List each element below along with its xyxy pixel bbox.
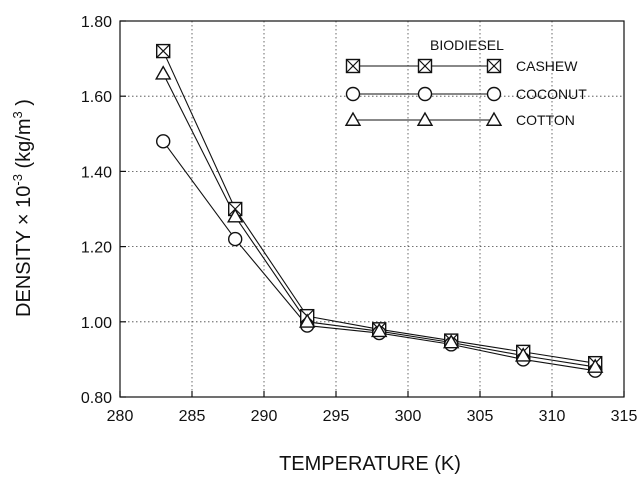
marker-cross (487, 59, 501, 73)
data-point-cotton (586, 358, 604, 373)
x-tick-label: 295 (323, 408, 350, 425)
plot-frame (119, 20, 625, 398)
legend-marker (344, 111, 362, 126)
marker-cross (156, 44, 171, 59)
x-tick-label: 315 (611, 408, 638, 425)
x-tick-labels: 280 285 290 295 300 305 310 315 (107, 391, 638, 425)
series-markers (154, 43, 604, 378)
data-point-cotton (514, 347, 532, 362)
data-point-coconut (155, 134, 171, 149)
legend-item-cashew: CASHEW (345, 58, 578, 74)
y-tick-labels: 0.80 1.00 1.20 1.40 1.60 1.80 (81, 14, 126, 407)
data-point-coconut (227, 231, 243, 247)
legend-marker (345, 86, 361, 102)
marker-cross (346, 59, 360, 73)
legend-marker (486, 58, 502, 74)
x-tick-label: 300 (395, 408, 422, 425)
legend: BIODIESEL CASHEW COCONUT COTTON (344, 37, 587, 128)
y-tick-label: 0.80 (81, 390, 112, 407)
y-tick-label: 1.40 (81, 164, 112, 181)
x-tick-label: 280 (107, 408, 134, 425)
legend-marker (416, 111, 434, 126)
legend-marker (485, 111, 503, 126)
y-tick-label: 1.20 (81, 240, 112, 257)
marker-cross (418, 59, 432, 73)
x-tick-label: 285 (179, 408, 206, 425)
legend-marker (345, 58, 361, 74)
x-axis-title: TEMPERATURE (K) (279, 453, 461, 475)
legend-item-coconut: COCONUT (345, 86, 587, 102)
legend-marker (417, 58, 433, 74)
x-tick-label: 305 (467, 408, 494, 425)
legend-marker (417, 86, 433, 102)
legend-title: BIODIESEL (430, 37, 504, 53)
legend-item-cotton: COTTON (344, 111, 575, 128)
y-tick-label: 1.60 (81, 89, 112, 106)
legend-label: COTTON (516, 112, 575, 128)
y-tick-label: 1.00 (81, 315, 112, 332)
x-tick-label: 290 (251, 408, 278, 425)
legend-label: COCONUT (516, 86, 587, 102)
grid-lines (120, 21, 624, 397)
data-point-cotton (298, 313, 316, 328)
x-tick-label: 310 (539, 408, 566, 425)
y-axis-title: DENSITY × 10-3 (kg/m3 ) (10, 99, 35, 317)
legend-label: CASHEW (516, 58, 578, 74)
data-point-cotton (442, 334, 460, 349)
y-tick-label: 1.80 (81, 14, 112, 31)
data-point-cashew (155, 43, 171, 59)
data-point-cotton (226, 208, 244, 223)
data-point-cotton (154, 65, 172, 80)
legend-marker (486, 86, 502, 102)
data-point-cotton (370, 322, 388, 338)
